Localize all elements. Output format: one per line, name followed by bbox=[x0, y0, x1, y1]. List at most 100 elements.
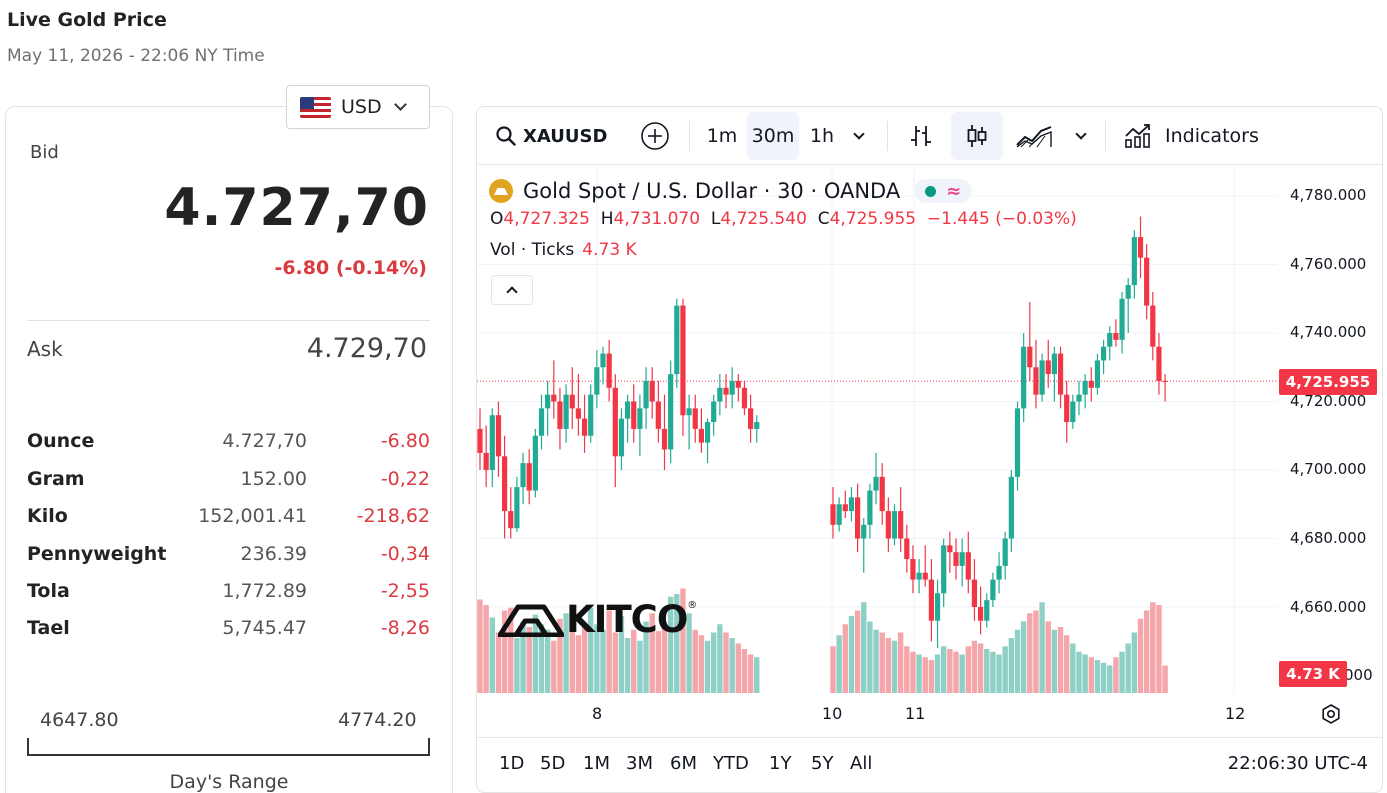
candle-body bbox=[1156, 346, 1162, 381]
volume-bar bbox=[910, 651, 916, 693]
page-subtitle: May 11, 2026 - 22:06 NY Time bbox=[7, 46, 265, 66]
candle-body bbox=[848, 497, 855, 512]
volume-bar bbox=[1039, 602, 1045, 693]
unit-change: -6.80 bbox=[380, 430, 430, 452]
volume-bar bbox=[1070, 643, 1076, 693]
range-tab-1d[interactable]: 1D bbox=[499, 753, 525, 774]
compare-button[interactable] bbox=[637, 112, 673, 160]
volume-bar bbox=[965, 646, 971, 693]
chart-legend-title: Gold Spot / U.S. Dollar · 30 · OANDA ≈ bbox=[489, 178, 973, 204]
candle-body bbox=[898, 511, 904, 539]
candle-body bbox=[830, 504, 836, 525]
collapse-legend-button[interactable] bbox=[491, 275, 533, 305]
volume-bar bbox=[873, 629, 879, 693]
candle-body bbox=[1119, 298, 1125, 340]
volume-bar bbox=[661, 627, 668, 693]
candle-body bbox=[1051, 353, 1057, 375]
unit-price: 152,001.41 bbox=[198, 505, 307, 527]
volume-bar bbox=[1107, 665, 1113, 693]
candle-body bbox=[545, 394, 551, 409]
volume-bar bbox=[1094, 660, 1101, 693]
volume-bar bbox=[1150, 602, 1156, 693]
area-chart-button[interactable] bbox=[1011, 112, 1057, 160]
volume-bar bbox=[631, 629, 637, 693]
unit-change: -218,62 bbox=[356, 505, 430, 527]
low-value: 4,725.540 bbox=[720, 209, 807, 229]
price-chart[interactable] bbox=[477, 165, 1282, 705]
range-tab-6m[interactable]: 6M bbox=[670, 753, 697, 774]
volume-bar bbox=[959, 654, 965, 693]
chart-settings-icon[interactable] bbox=[1320, 703, 1342, 725]
volume-bar bbox=[1125, 643, 1131, 693]
price-axis-label: 4,780.000 bbox=[1290, 186, 1367, 204]
candle-body bbox=[631, 401, 637, 429]
candle-body bbox=[1033, 367, 1039, 395]
unit-price: 1,772.89 bbox=[222, 580, 307, 602]
volume-bar bbox=[1064, 635, 1070, 693]
currency-select[interactable]: USD bbox=[286, 85, 430, 129]
bar-chart-button[interactable] bbox=[899, 112, 943, 160]
day-range-label: Day's Range bbox=[169, 771, 289, 793]
candle-body bbox=[1064, 394, 1070, 423]
market-status-pill[interactable]: ≈ bbox=[914, 179, 973, 203]
candle-body bbox=[836, 504, 842, 525]
range-tab-3m[interactable]: 3M bbox=[626, 753, 653, 774]
volume-bar bbox=[747, 654, 754, 693]
range-tab-ytd[interactable]: YTD bbox=[713, 753, 749, 774]
candle-body bbox=[637, 408, 643, 429]
chart-type-dropdown[interactable] bbox=[1067, 112, 1095, 160]
unit-name: Tael bbox=[27, 617, 70, 639]
volume-bar bbox=[1033, 610, 1039, 693]
candle-body bbox=[711, 401, 717, 423]
bid-change: -6.80 (-0.14%) bbox=[274, 257, 427, 279]
interval-1m[interactable]: 1m bbox=[706, 125, 738, 147]
price-axis-label: 000 bbox=[1344, 666, 1373, 684]
candle-body bbox=[1008, 476, 1014, 539]
volume-bar bbox=[928, 660, 935, 693]
candle-body bbox=[904, 538, 910, 560]
volume-bar bbox=[508, 607, 514, 693]
range-tab-5y[interactable]: 5Y bbox=[811, 753, 834, 774]
volume-bar bbox=[501, 610, 508, 693]
candle-body bbox=[891, 511, 898, 539]
indicators-button[interactable]: Indicators bbox=[1123, 112, 1273, 160]
candle-body bbox=[741, 387, 748, 409]
volume-bar bbox=[741, 649, 748, 693]
range-tab-all[interactable]: All bbox=[850, 753, 873, 774]
range-tab-1y[interactable]: 1Y bbox=[769, 753, 792, 774]
candle-body bbox=[1070, 401, 1076, 423]
price-axis-label: 4,680.000 bbox=[1290, 529, 1367, 547]
range-tab-1m[interactable]: 1M bbox=[583, 753, 610, 774]
volume-bar bbox=[1156, 605, 1162, 693]
volume-bar bbox=[842, 624, 848, 693]
volume-bar bbox=[1082, 654, 1088, 693]
volume-bar bbox=[624, 638, 631, 693]
range-tab-5d[interactable]: 5D bbox=[540, 753, 566, 774]
candle-body bbox=[1094, 360, 1101, 388]
interval-1h[interactable]: 1h bbox=[809, 125, 835, 147]
volume-bar bbox=[637, 640, 643, 693]
candle-body bbox=[1002, 538, 1008, 566]
candle-body bbox=[692, 408, 698, 429]
unit-price: 152.00 bbox=[240, 468, 307, 490]
interval-30m[interactable]: 30m bbox=[747, 112, 799, 160]
candle-body bbox=[947, 545, 953, 553]
interval-dropdown[interactable] bbox=[845, 112, 873, 160]
candles-button[interactable] bbox=[951, 112, 1003, 160]
ask-value: 4.729,70 bbox=[306, 333, 427, 364]
volume-bar bbox=[557, 618, 563, 693]
volume-bar bbox=[1119, 651, 1125, 693]
volume-bar bbox=[971, 640, 978, 693]
candle-body bbox=[754, 422, 760, 429]
open-value: 4,727.325 bbox=[503, 209, 590, 229]
candle-body bbox=[910, 559, 916, 580]
volume-bar bbox=[996, 654, 1002, 693]
candle-body bbox=[698, 428, 704, 443]
volume-bar bbox=[1045, 621, 1051, 693]
symbol-search[interactable]: XAUUSD bbox=[487, 112, 617, 160]
unit-change: -0,22 bbox=[380, 468, 430, 490]
volume-bar bbox=[643, 621, 649, 693]
currency-label: USD bbox=[341, 96, 382, 118]
time-axis-label: 11 bbox=[905, 704, 926, 723]
price-card bbox=[5, 106, 453, 793]
